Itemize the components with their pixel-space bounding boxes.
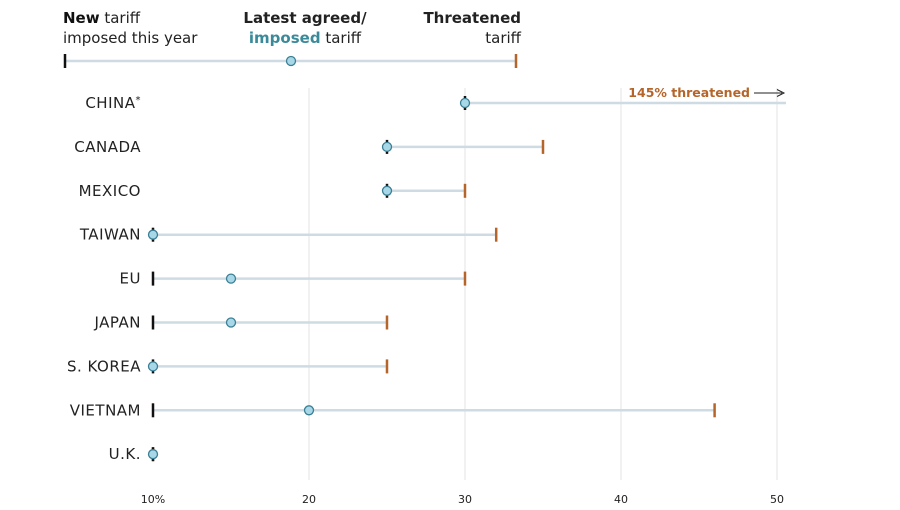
arrow-right-icon: [776, 89, 786, 97]
latest-tariff-dot: [147, 361, 159, 372]
legend-new-label-line2: imposed this year: [63, 29, 198, 47]
latest-tariff-dot: [225, 273, 237, 284]
x-tick-label: 50: [770, 493, 784, 506]
category-label: S. KOREA: [67, 357, 141, 375]
latest-tariff-dot: [381, 185, 393, 196]
category-label: U.K.: [109, 445, 141, 463]
legend-threatened-label: Threatened: [423, 9, 521, 27]
category-label: CHINA*: [85, 94, 141, 112]
legend-latest-dot: [285, 55, 297, 67]
legend-latest-label-line2: imposed tariff: [249, 29, 362, 47]
latest-tariff-dot: [147, 229, 159, 240]
x-tick-label: 20: [302, 493, 316, 506]
latest-tariff-dot: [303, 405, 315, 416]
x-tick-label: 40: [614, 493, 628, 506]
category-label: CANADA: [74, 138, 141, 156]
legend-threatened-label-line2: tariff: [485, 29, 521, 47]
latest-tariff-dot: [147, 449, 159, 460]
category-label: JAPAN: [94, 314, 142, 332]
legend-latest-label: Latest agreed/: [243, 9, 367, 27]
category-label: EU: [120, 270, 141, 288]
x-tick-label: 10%: [141, 493, 165, 506]
legend-new-label: New tariff: [63, 9, 141, 27]
threatened-annotation: 145% threatened: [628, 85, 750, 100]
x-tick-label: 30: [458, 493, 472, 506]
category-label: MEXICO: [79, 182, 141, 200]
latest-tariff-dot: [381, 141, 393, 153]
latest-tariff-dot: [459, 97, 471, 109]
category-label: VIETNAM: [70, 401, 141, 419]
latest-tariff-dot: [225, 317, 237, 328]
category-label: TAIWAN: [79, 226, 141, 244]
